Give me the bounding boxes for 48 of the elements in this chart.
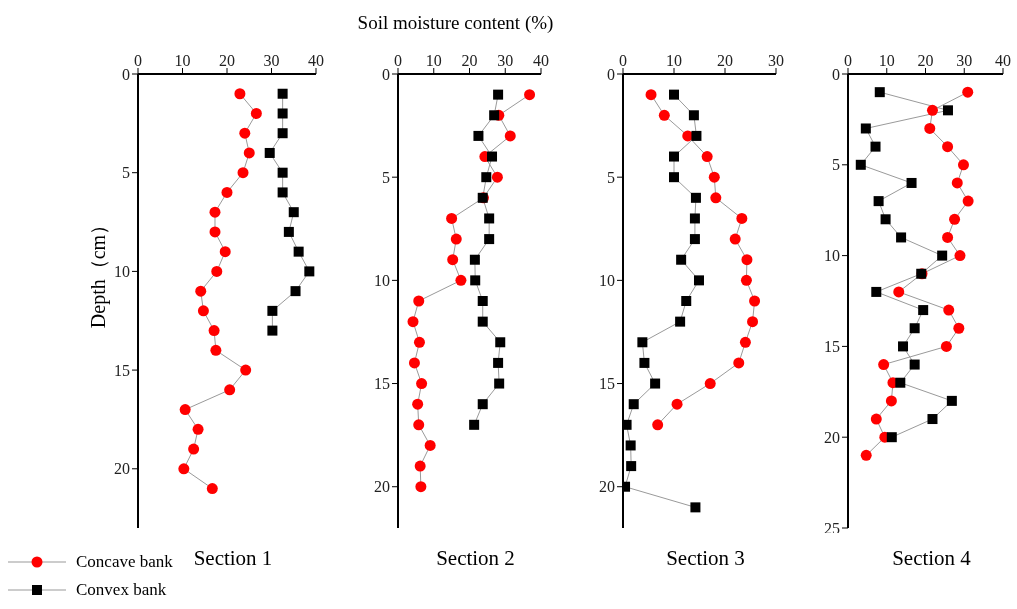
x-tick-label: 20 bbox=[717, 52, 733, 69]
y-tick-label: 10 bbox=[114, 263, 130, 281]
x-tick-label: 10 bbox=[174, 52, 191, 69]
x-tick-label: 30 bbox=[956, 52, 973, 69]
x-tick-label: 40 bbox=[308, 52, 324, 69]
y-tick-label: 15 bbox=[599, 375, 615, 393]
y-tick-label: 20 bbox=[599, 478, 615, 496]
x-tick-label: 30 bbox=[263, 52, 280, 69]
y-tick-label: 0 bbox=[607, 65, 615, 83]
y-tick-label: 5 bbox=[382, 168, 390, 186]
y-tick-label: 0 bbox=[122, 65, 130, 83]
y-tick-label: 5 bbox=[122, 164, 130, 182]
x-tick-label: 30 bbox=[497, 52, 514, 69]
y-tick-label: 15 bbox=[824, 338, 840, 356]
x-tick-label: 0 bbox=[134, 52, 142, 69]
x-tick-label: 10 bbox=[878, 52, 895, 69]
y-tick-label: 20 bbox=[824, 428, 840, 446]
y-tick-label: 20 bbox=[374, 478, 390, 496]
y-tick-label: 10 bbox=[824, 247, 840, 265]
legend-label: Convex bank bbox=[76, 580, 167, 600]
text: Section 4 bbox=[891, 546, 972, 571]
x-tick-label: 10 bbox=[425, 52, 442, 69]
x-tick-label: 10 bbox=[666, 52, 682, 69]
y-tick-label: 5 bbox=[607, 168, 615, 186]
y-tick-label: 20 bbox=[114, 460, 130, 478]
text: Section 3 bbox=[665, 546, 746, 571]
x-tick-label: 40 bbox=[995, 52, 1011, 69]
x-tick-label: 30 bbox=[768, 52, 784, 69]
x-tick-label: 20 bbox=[219, 52, 235, 69]
x-tick-label: 20 bbox=[917, 52, 934, 69]
y-tick-label: 0 bbox=[382, 65, 390, 83]
y-tick-label: 10 bbox=[374, 272, 390, 290]
x-tick-label: 20 bbox=[461, 52, 478, 69]
y-tick-label: 0 bbox=[832, 65, 840, 83]
x-tick-label: 0 bbox=[619, 52, 627, 69]
text: Section 1 bbox=[193, 546, 273, 570]
y-tick-label: 10 bbox=[599, 272, 615, 290]
legend-label: Concave bank bbox=[76, 552, 173, 572]
y-tick-label: 15 bbox=[114, 361, 130, 379]
y-tick-label: 15 bbox=[374, 375, 390, 393]
x-tick-label: 0 bbox=[844, 52, 852, 69]
y-tick-label: 25 bbox=[824, 519, 840, 537]
x-tick-label: 40 bbox=[533, 52, 549, 69]
y-tick-label: 5 bbox=[832, 156, 840, 174]
y-axis-title: Depth（cm） bbox=[85, 213, 111, 331]
text: Section 2 bbox=[435, 546, 516, 571]
x-tick-label: 0 bbox=[394, 52, 402, 69]
x-axis-title: Soil moisture content (%) bbox=[356, 12, 555, 34]
